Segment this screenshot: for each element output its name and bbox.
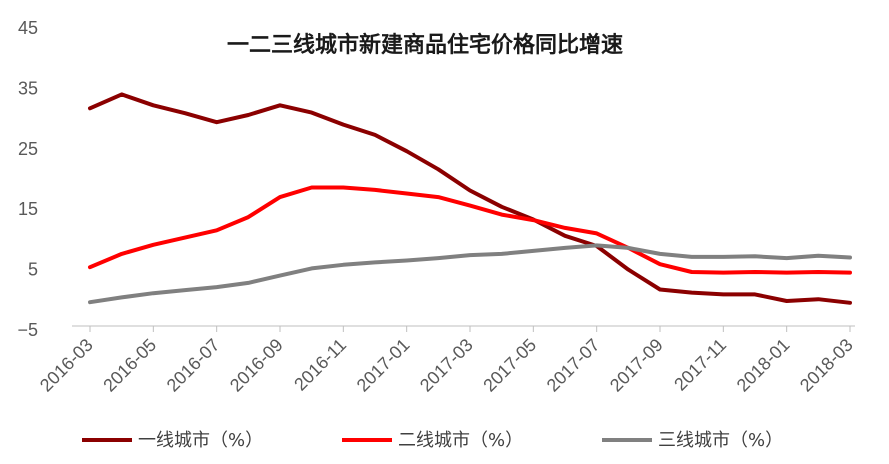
y-tick-label: 15 bbox=[18, 199, 38, 219]
x-tick-label: 2016-11 bbox=[290, 335, 350, 395]
y-tick-label: 5 bbox=[28, 260, 38, 280]
x-tick-label: 2017-11 bbox=[670, 335, 730, 395]
x-tick-label: 2018-03 bbox=[796, 335, 857, 396]
chart-title: 一二三线城市新建商品住宅价格同比增速 bbox=[227, 32, 623, 58]
x-tick-label: 2017-05 bbox=[479, 335, 540, 396]
x-tick-label: 2017-03 bbox=[416, 335, 477, 396]
x-tick-label: 2016-03 bbox=[36, 335, 97, 396]
legend-label: 一线城市（%） bbox=[138, 430, 263, 451]
plot-area bbox=[88, 92, 852, 305]
x-tick-label: 2017-07 bbox=[543, 335, 604, 396]
x-tick-label: 2016-07 bbox=[163, 335, 224, 396]
legend-label: 三线城市（%） bbox=[658, 430, 783, 451]
x-axis: 2016-03 2016-05 2016-07 2016-09 2016-11 2017-… bbox=[36, 326, 857, 396]
series-line-2 bbox=[88, 185, 852, 275]
x-tick-label: 2018-01 bbox=[733, 335, 794, 396]
series-line-1 bbox=[88, 92, 852, 305]
x-tick-label: 2017-09 bbox=[606, 335, 667, 396]
x-tick-label: 2016-09 bbox=[226, 335, 287, 396]
y-axis: 45 35 25 15 5 −5 bbox=[17, 18, 38, 340]
x-tick-label: 2016-05 bbox=[99, 335, 160, 396]
series-line-3 bbox=[88, 243, 852, 305]
y-tick-label: 25 bbox=[18, 139, 38, 159]
legend: 一线城市（%） 二线城市（%） 三线城市（%） bbox=[82, 430, 783, 451]
x-tick-label: 2017-01 bbox=[353, 335, 414, 396]
legend-label: 二线城市（%） bbox=[398, 430, 523, 451]
y-tick-label: 45 bbox=[18, 18, 38, 38]
y-tick-label: −5 bbox=[17, 320, 38, 340]
y-tick-label: 35 bbox=[18, 78, 38, 98]
